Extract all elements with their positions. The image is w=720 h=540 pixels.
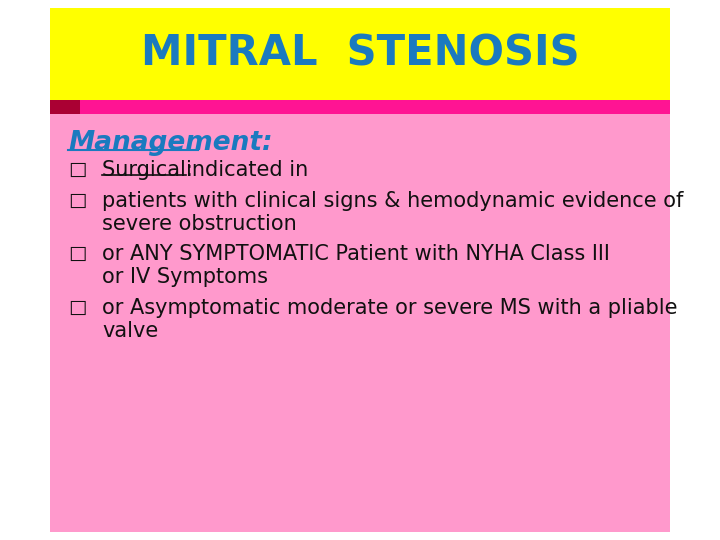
Text: patients with clinical signs & hemodynamic evidence of: patients with clinical signs & hemodynam… — [102, 191, 683, 211]
Text: or ANY SYMPTOMATIC Patient with NYHA Class III: or ANY SYMPTOMATIC Patient with NYHA Cla… — [102, 244, 610, 264]
Text: □: □ — [68, 298, 86, 316]
Text: □: □ — [68, 191, 86, 210]
Text: or IV Symptoms: or IV Symptoms — [102, 267, 268, 287]
Text: or Asymptomatic moderate or severe MS with a pliable: or Asymptomatic moderate or severe MS wi… — [102, 298, 678, 318]
Text: Management:: Management: — [68, 130, 272, 156]
FancyBboxPatch shape — [50, 8, 670, 100]
FancyBboxPatch shape — [50, 100, 670, 114]
Text: valve: valve — [102, 321, 158, 341]
FancyBboxPatch shape — [50, 100, 80, 114]
Text: severe obstruction: severe obstruction — [102, 214, 297, 234]
Text: MITRAL  STENOSIS: MITRAL STENOSIS — [140, 33, 580, 75]
Text: □: □ — [68, 160, 86, 179]
FancyBboxPatch shape — [50, 114, 670, 532]
Text: □: □ — [68, 244, 86, 263]
Text: indicated in: indicated in — [186, 160, 308, 180]
Text: Surgical:: Surgical: — [102, 160, 199, 180]
